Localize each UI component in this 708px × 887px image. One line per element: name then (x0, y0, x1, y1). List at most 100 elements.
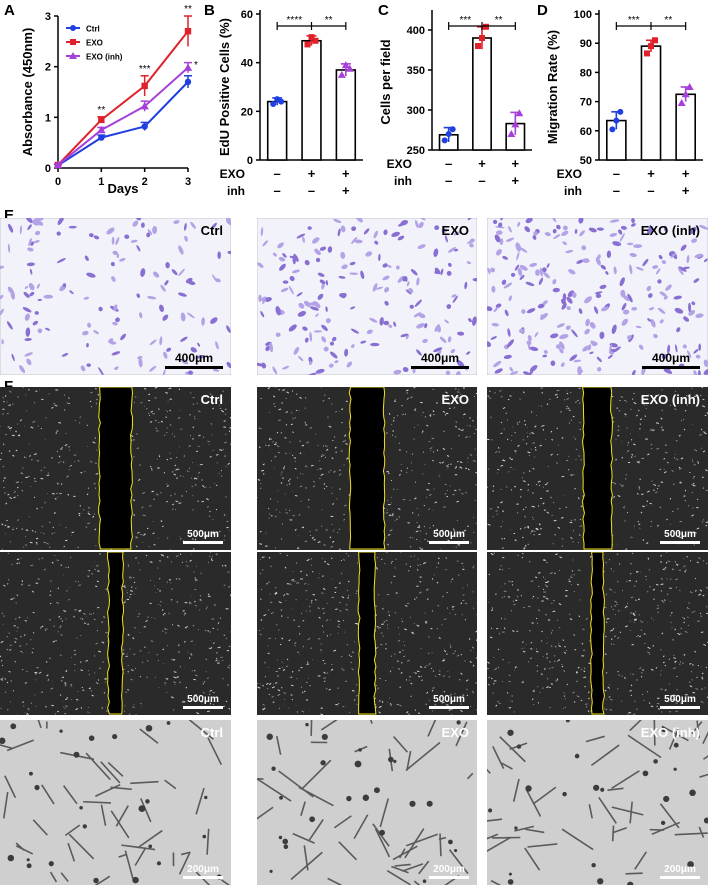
cell (0, 308, 4, 316)
cell (15, 481, 18, 484)
cell (36, 507, 38, 510)
cell (433, 248, 439, 257)
cell (450, 348, 456, 354)
cell (605, 635, 607, 638)
tube-scale-bar (429, 876, 469, 879)
cell (490, 336, 497, 340)
cell (209, 647, 213, 650)
cell (519, 398, 521, 400)
cell (547, 619, 551, 621)
cell (548, 398, 551, 401)
cell (345, 608, 349, 611)
cell (190, 640, 194, 643)
cell (414, 598, 416, 601)
cell (173, 681, 176, 684)
cell (551, 439, 554, 441)
cell (504, 618, 506, 620)
cell (700, 428, 703, 431)
cell (701, 678, 704, 680)
tube-segment (67, 842, 76, 862)
cell (305, 441, 310, 444)
cell (630, 596, 634, 599)
cell (267, 507, 270, 510)
cell (507, 339, 515, 348)
cell (700, 394, 702, 397)
cell (218, 660, 220, 662)
cell (425, 622, 427, 624)
cell (133, 513, 136, 516)
tube-segment (634, 851, 647, 870)
series-line-1 (57, 30, 189, 166)
cell (456, 391, 460, 393)
cell (436, 581, 439, 584)
cell (605, 708, 608, 711)
cell (47, 679, 50, 681)
cell (528, 560, 531, 563)
cell (424, 323, 428, 329)
tube-segment (418, 860, 430, 875)
cell (669, 404, 672, 407)
y-tick-label: 2 (45, 62, 51, 74)
cell (522, 391, 525, 394)
cell (58, 421, 62, 424)
y-tick-label: 100 (574, 9, 592, 21)
cell (50, 687, 54, 690)
tube-segment (524, 847, 541, 871)
cell (659, 468, 661, 471)
sig-label: *** (628, 15, 640, 26)
cell (259, 572, 262, 575)
cell (144, 646, 146, 648)
cell (112, 250, 118, 256)
cell (618, 409, 621, 412)
cell (270, 565, 272, 568)
cell (455, 425, 457, 428)
cell (19, 365, 26, 374)
cell (646, 590, 649, 593)
node (145, 799, 150, 804)
cell (542, 300, 548, 305)
cell (291, 578, 295, 581)
cell (274, 592, 278, 595)
cell (467, 468, 470, 471)
cell (322, 607, 325, 610)
cell (452, 399, 455, 401)
cell (347, 580, 350, 583)
tube-image-1: EXO 200μm (257, 720, 477, 885)
cell (212, 368, 220, 372)
cell (30, 426, 34, 429)
data-point (644, 50, 650, 57)
cell (499, 238, 504, 246)
cell (340, 559, 343, 562)
tube-segment (180, 851, 191, 856)
data-point (140, 101, 149, 110)
cell (663, 295, 668, 300)
cell (408, 287, 414, 294)
cell (46, 542, 49, 545)
cell (90, 689, 93, 692)
cell (278, 408, 282, 411)
cell (699, 224, 708, 230)
y-tick-label: 3 (45, 11, 51, 23)
cell (522, 650, 526, 653)
cell (323, 677, 327, 679)
cell (569, 613, 571, 616)
cell (209, 393, 212, 395)
cell (647, 651, 651, 654)
cell (610, 629, 614, 632)
cell (702, 450, 706, 453)
cell (494, 450, 498, 454)
cell (445, 370, 451, 375)
cell (142, 491, 146, 495)
cell (16, 562, 19, 565)
cell (0, 294, 4, 300)
cell (217, 646, 221, 649)
cell (34, 477, 36, 480)
cell (6, 583, 9, 585)
cell (664, 664, 667, 667)
cell (684, 570, 686, 573)
cell (258, 446, 261, 449)
tube-texture (257, 720, 477, 885)
bar-1 (472, 37, 492, 151)
cell (370, 342, 380, 347)
cell (291, 670, 294, 673)
